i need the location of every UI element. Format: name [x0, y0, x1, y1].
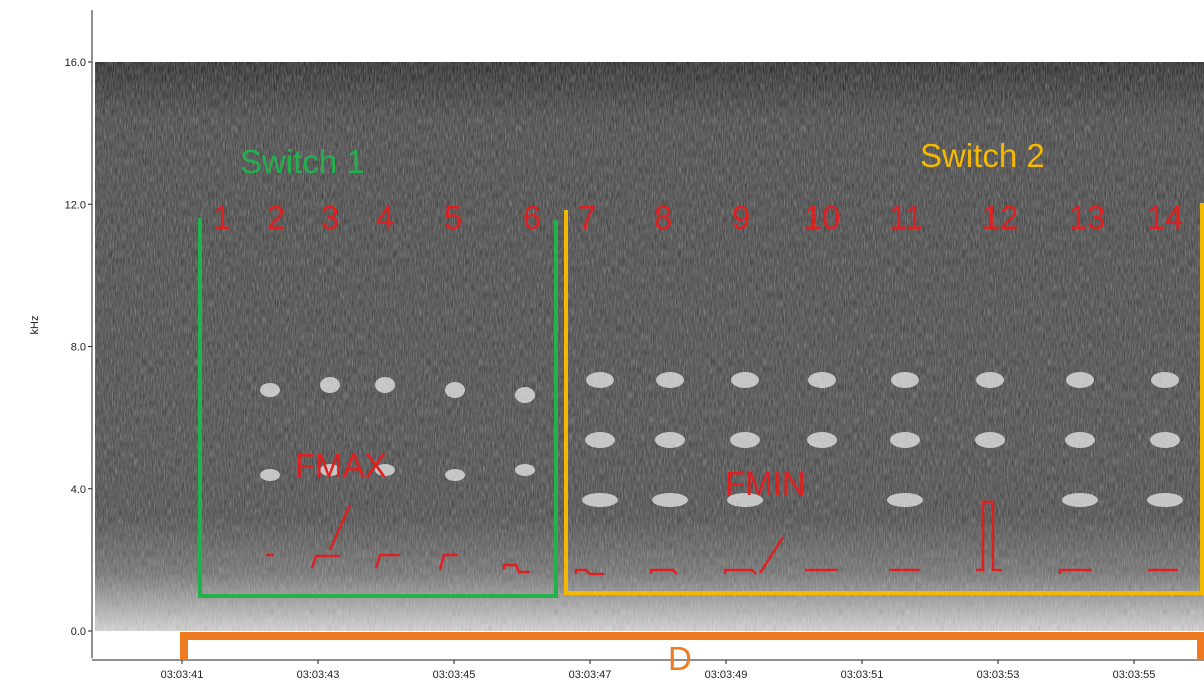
fmax-label: FMAX: [295, 447, 387, 484]
y-tick-label: 8.0: [71, 342, 86, 354]
x-tick-label: 03:03:41: [161, 669, 204, 681]
y-tick-label: 4.0: [71, 484, 86, 496]
x-tick-label: 03:03:53: [977, 669, 1020, 681]
y-tick-label: 16.0: [65, 57, 86, 69]
spectrogram-view: kHz 0.0 4.0 8.0 12.0 16.0 03:03:41 03:03:43 03:…: [0, 0, 1204, 683]
y-axis-label: kHz: [29, 316, 41, 335]
fmin-label: FMIN: [725, 465, 806, 502]
x-tick-label: 03:03:47: [569, 669, 612, 681]
call-number: 14: [1147, 199, 1184, 236]
x-tick-label: 03:03:45: [433, 669, 476, 681]
y-tick-label: 12.0: [65, 199, 86, 211]
switch-label: Switch 2: [920, 137, 1045, 174]
duration-label: D: [668, 640, 692, 677]
x-tick-label: 03:03:43: [297, 669, 340, 681]
call-number: 12: [982, 199, 1019, 236]
call-number: 5: [444, 199, 462, 236]
call-number: 3: [321, 199, 339, 236]
call-number: 13: [1069, 199, 1106, 236]
x-tick-label: 03:03:51: [841, 669, 884, 681]
call-number: 9: [732, 199, 750, 236]
y-tick-label: 0.0: [71, 626, 86, 638]
duration-bracket: [184, 636, 1201, 660]
call-number: 1: [213, 199, 231, 236]
switch-label: Switch 1: [240, 143, 365, 180]
call-number: 10: [804, 199, 841, 236]
x-tick-label: 03:03:55: [1113, 669, 1156, 681]
call-number: 7: [578, 199, 596, 236]
x-tick-label: 03:03:49: [705, 669, 748, 681]
call-number: 11: [889, 199, 923, 236]
call-number: 8: [654, 199, 672, 236]
call-number: 2: [267, 199, 285, 236]
call-number: 4: [376, 199, 394, 236]
call-number: 6: [523, 199, 541, 236]
